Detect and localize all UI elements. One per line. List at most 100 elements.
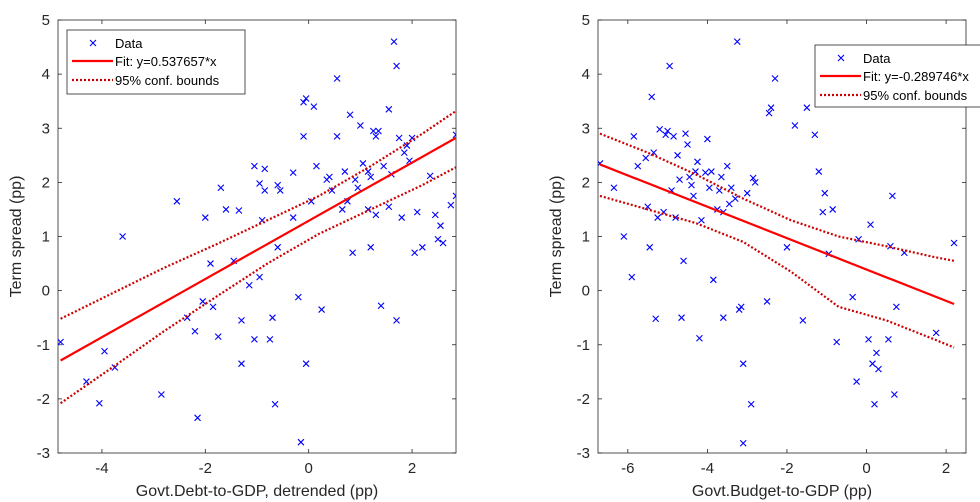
data-point xyxy=(338,206,346,213)
data-point xyxy=(719,314,727,322)
data-point xyxy=(686,173,693,181)
data-point xyxy=(426,172,434,180)
data-point xyxy=(723,162,731,170)
x-tick-label: -6 xyxy=(621,460,634,477)
data-point xyxy=(833,338,841,346)
upper-conf-bound xyxy=(60,110,456,320)
legend-data-label: Data xyxy=(863,51,891,66)
data-point xyxy=(676,176,683,184)
x-tick-label: 0 xyxy=(305,460,313,477)
legend-fit-label: Fit: y=-0.289746*x xyxy=(863,69,969,84)
x-tick-label: 0 xyxy=(862,460,870,477)
data-point xyxy=(771,75,779,82)
data-point xyxy=(889,192,896,200)
data-point xyxy=(395,134,403,142)
data-point xyxy=(398,214,406,221)
legend-fit-label: Fit: y=0.537657*x xyxy=(115,54,217,69)
data-point xyxy=(297,438,305,446)
data-point xyxy=(194,414,201,422)
data-point xyxy=(349,249,357,257)
data-point xyxy=(867,221,874,228)
data-point xyxy=(648,93,656,101)
data-point xyxy=(642,154,650,162)
data-point xyxy=(356,122,364,129)
data-point xyxy=(328,187,336,194)
data-point xyxy=(678,314,685,322)
data-point xyxy=(751,178,759,186)
data-point xyxy=(747,400,755,408)
data-point xyxy=(620,233,628,240)
data-point xyxy=(739,360,747,368)
data-point xyxy=(214,333,222,341)
data-point xyxy=(183,314,191,322)
data-point xyxy=(717,173,725,181)
data-point xyxy=(245,281,253,289)
data-point xyxy=(452,131,456,139)
data-point xyxy=(853,378,860,385)
plot-content xyxy=(58,38,456,446)
data-point xyxy=(706,184,713,192)
data-point xyxy=(885,335,892,343)
data-point xyxy=(256,180,263,187)
y-tick-label: -3 xyxy=(37,445,50,462)
data-point xyxy=(656,125,664,133)
data-point xyxy=(690,192,697,200)
data-point xyxy=(201,214,209,221)
data-point xyxy=(83,378,90,385)
data-point xyxy=(390,38,398,46)
data-point xyxy=(419,243,426,251)
data-point xyxy=(354,184,362,192)
legend-bounds-label: 95% conf. bounds xyxy=(863,88,968,103)
x-tick-label: -2 xyxy=(199,460,212,477)
data-point xyxy=(256,273,263,281)
data-point xyxy=(333,75,341,82)
data-point xyxy=(698,216,705,224)
data-point xyxy=(819,208,827,216)
data-point xyxy=(380,162,388,170)
y-tick-label: 1 xyxy=(42,229,50,246)
data-point xyxy=(767,104,775,112)
data-point xyxy=(173,197,181,205)
data-point xyxy=(891,391,898,398)
data-point xyxy=(950,239,958,247)
data-point xyxy=(437,222,444,230)
data-point xyxy=(662,131,670,139)
y-tick-label: 2 xyxy=(582,174,590,191)
y-tick-label: 0 xyxy=(582,283,590,300)
data-point xyxy=(855,235,862,243)
data-point xyxy=(289,169,297,177)
data-point xyxy=(238,360,245,368)
data-point xyxy=(815,168,823,175)
y-tick-label: 3 xyxy=(42,120,50,137)
y-tick-label: 2 xyxy=(42,174,50,191)
y-tick-label: 1 xyxy=(582,229,590,246)
data-point xyxy=(367,243,375,251)
y-tick-label: 4 xyxy=(42,66,50,83)
data-point xyxy=(269,314,276,322)
data-point xyxy=(447,201,455,209)
data-point xyxy=(630,132,638,140)
data-point xyxy=(682,130,689,138)
y-tick-label: -2 xyxy=(577,391,590,408)
data-point xyxy=(674,151,681,159)
data-point xyxy=(261,165,269,173)
data-point xyxy=(707,168,715,175)
data-point xyxy=(375,127,382,135)
legend-box xyxy=(814,44,980,108)
data-point xyxy=(727,184,735,192)
data-point xyxy=(452,192,456,200)
data-point xyxy=(411,249,419,257)
data-point xyxy=(684,141,691,148)
x-tick-label: -2 xyxy=(780,460,793,477)
data-point xyxy=(369,127,377,135)
y-tick-label: 5 xyxy=(582,12,590,29)
data-point xyxy=(209,303,217,311)
lower-conf-bound xyxy=(59,166,456,405)
data-point xyxy=(704,135,711,143)
data-point xyxy=(650,149,658,156)
data-point xyxy=(372,132,380,140)
y-tick-label: 4 xyxy=(582,66,590,83)
data-point xyxy=(865,335,872,343)
data-point xyxy=(377,302,385,310)
data-point xyxy=(300,98,307,106)
